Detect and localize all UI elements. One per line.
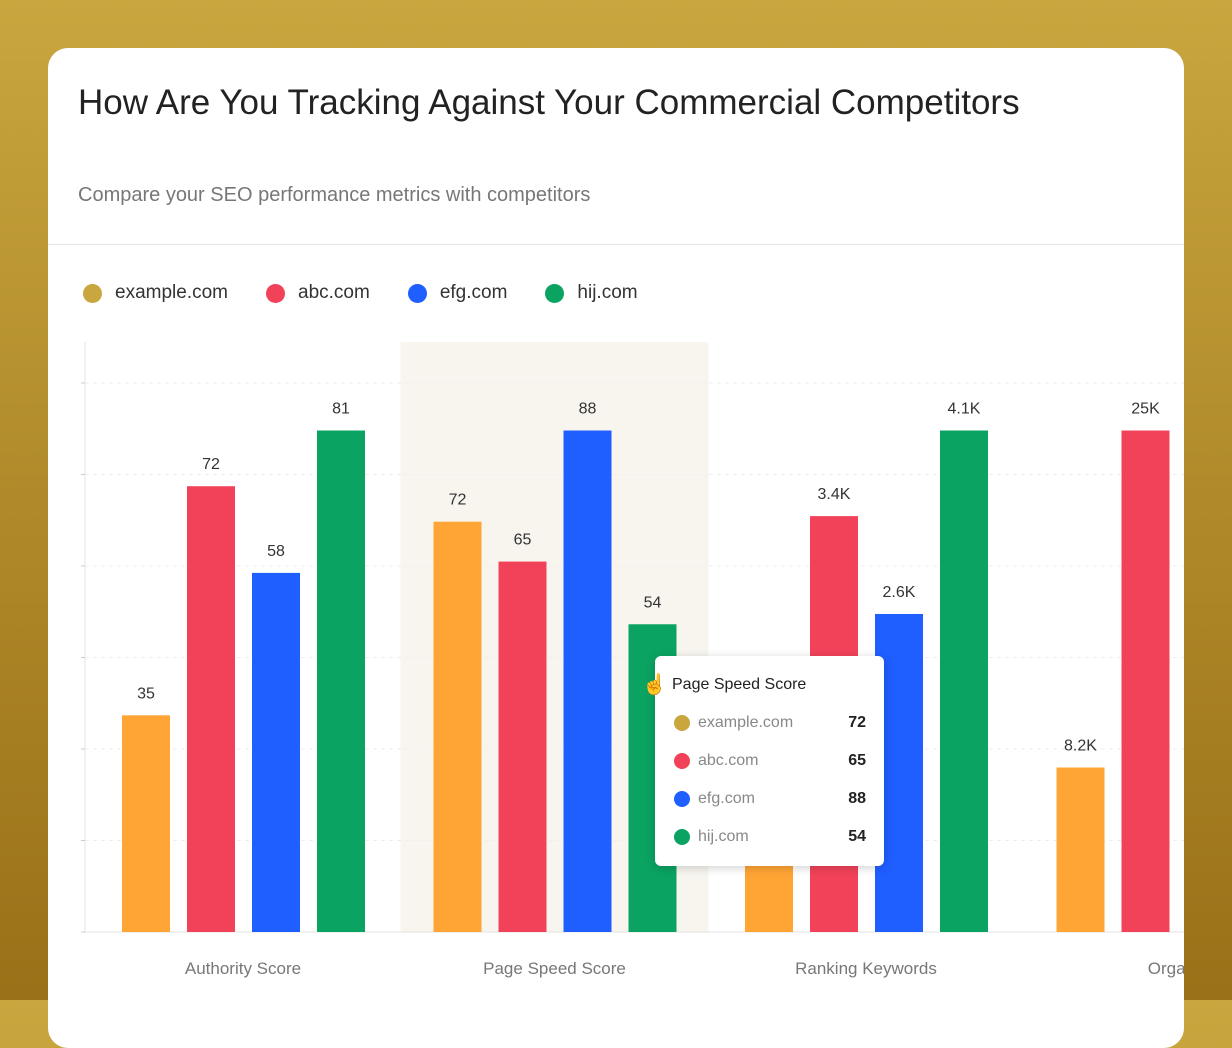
legend-dot	[83, 283, 102, 303]
data-label: 72	[202, 456, 220, 473]
legend-item[interactable]: efg.com	[407, 282, 508, 304]
hand-cursor-icon: ☝	[642, 674, 667, 696]
legend-dot	[266, 283, 285, 303]
data-label: 54	[644, 594, 662, 611]
divider	[48, 244, 1184, 245]
legend-item[interactable]: abc.com	[266, 282, 370, 304]
tooltip-name: example.com	[698, 714, 794, 731]
tooltip-row: efg.com 88	[674, 790, 866, 808]
legend-label: hij.com	[577, 282, 638, 303]
chart-card: How Are You Tracking Against Your Commer…	[48, 48, 1184, 1048]
data-label: 88	[579, 401, 597, 418]
tooltip-title: Page Speed Score	[672, 676, 807, 693]
tooltip-value: 54	[848, 828, 866, 845]
x-tick-label: Page Speed Score	[483, 959, 626, 978]
page-title: How Are You Tracking Against Your Commer…	[78, 83, 1020, 122]
data-label: 2.6K	[883, 584, 916, 601]
tooltip-dot	[674, 829, 690, 845]
tooltip-value: 65	[848, 752, 866, 769]
data-label: 81	[332, 401, 350, 418]
x-tick-label: Organic	[1148, 959, 1184, 978]
tooltip-name: abc.com	[698, 752, 759, 769]
data-label: 65	[514, 532, 532, 549]
legend-item[interactable]: example.com	[83, 282, 228, 304]
data-label: 25K	[1131, 401, 1160, 418]
data-label: 8.2K	[1064, 738, 1097, 755]
tooltip-dot	[674, 791, 690, 807]
legend-label: abc.com	[298, 282, 370, 303]
tooltip-dot	[674, 715, 690, 731]
bar	[940, 430, 988, 932]
bar	[187, 486, 235, 932]
data-label: 72	[449, 492, 467, 509]
bar	[1056, 767, 1105, 932]
legend: example.com abc.com efg.com hij.com	[83, 282, 638, 304]
data-label: 58	[267, 543, 285, 560]
legend-label: example.com	[115, 282, 228, 303]
x-tick-label: Ranking Keywords	[795, 959, 937, 978]
tooltip-dot	[674, 753, 690, 769]
legend-dot	[545, 283, 565, 303]
tooltip-row: example.com 72	[674, 714, 866, 732]
bar	[433, 521, 482, 932]
bar	[498, 561, 547, 932]
x-tick-label: Authority Score	[185, 959, 301, 978]
page-subtitle: Compare your SEO performance metrics wit…	[78, 184, 591, 206]
tooltip-row: hij.com 54	[674, 828, 866, 846]
legend-label: efg.com	[439, 282, 508, 303]
data-label: 4.1K	[948, 401, 981, 418]
data-label: 35	[137, 685, 155, 702]
legend-dot	[407, 283, 427, 303]
bar	[1121, 430, 1170, 932]
tooltip-name: hij.com	[698, 828, 749, 845]
bar	[252, 572, 300, 932]
data-label: 3.4K	[818, 486, 851, 503]
bar	[317, 430, 365, 932]
bar	[563, 430, 612, 932]
tooltip: Page Speed Score example.com 72 abc.com 65 e…	[655, 656, 884, 866]
legend-item[interactable]: hij.com	[545, 282, 638, 304]
bar	[122, 715, 170, 932]
tooltip-row: abc.com 65	[674, 752, 866, 770]
tooltip-value: 88	[848, 790, 866, 807]
tooltip-value: 72	[848, 714, 866, 731]
tooltip-name: efg.com	[698, 790, 755, 807]
